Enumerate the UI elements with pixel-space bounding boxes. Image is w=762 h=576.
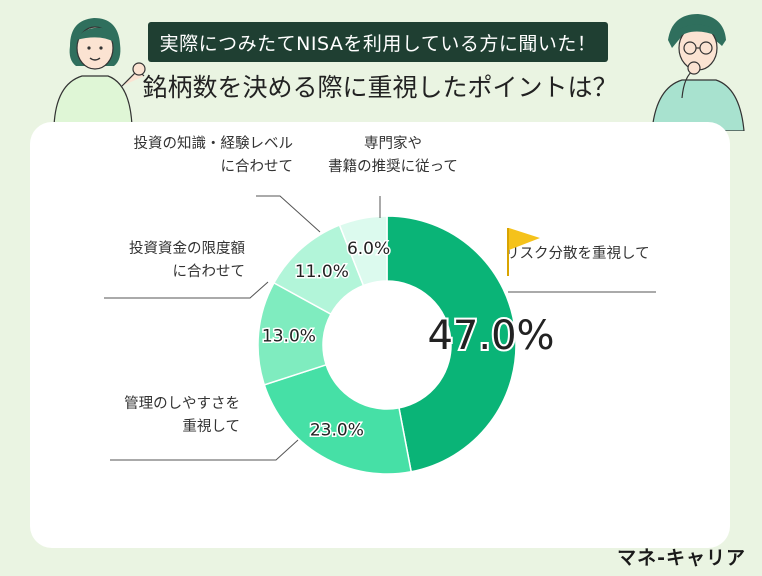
woman-pointing-illustration <box>53 18 146 126</box>
leader-line <box>110 439 299 461</box>
leader-line <box>256 195 321 233</box>
survey-banner: 実際につみたてNISAを利用している方に聞いた！ <box>148 22 608 62</box>
flag-icon <box>509 228 540 250</box>
slice-category-label: 書籍の推奨に従って <box>328 158 458 175</box>
chart-panel <box>30 122 730 548</box>
slice-category-label: 専門家や <box>364 135 422 152</box>
slice-category-label: に合わせて <box>221 158 294 175</box>
slice-value-label: 23.0% <box>310 421 364 441</box>
slice-category-label: 投資の知識・経験レベル <box>134 135 294 152</box>
brand-logo: マネ-キャリア <box>617 547 746 569</box>
slice-category-label: 重視して <box>182 418 240 435</box>
donut-slice <box>263 363 413 475</box>
donut-slice <box>338 215 388 287</box>
slice-value-label: 47.0% <box>427 313 554 359</box>
slice-category-label: 管理のしやすさを <box>124 395 240 412</box>
leader-line <box>104 281 269 299</box>
slice-category-label: リスク分散を重視して <box>505 245 650 262</box>
slice-value-label: 13.0% <box>262 327 316 347</box>
slice-value-label: 11.0% <box>295 262 349 282</box>
slice-category-label: 投資資金の限度額 <box>129 240 245 257</box>
slice-category-label: に合わせて <box>173 263 246 280</box>
slice-value-label: 6.0% <box>347 239 390 259</box>
chart-title: 銘柄数を決める際に重視したポイントは？ <box>142 73 618 102</box>
donut-slice <box>386 215 517 473</box>
man-thinking-illustration <box>651 14 745 131</box>
